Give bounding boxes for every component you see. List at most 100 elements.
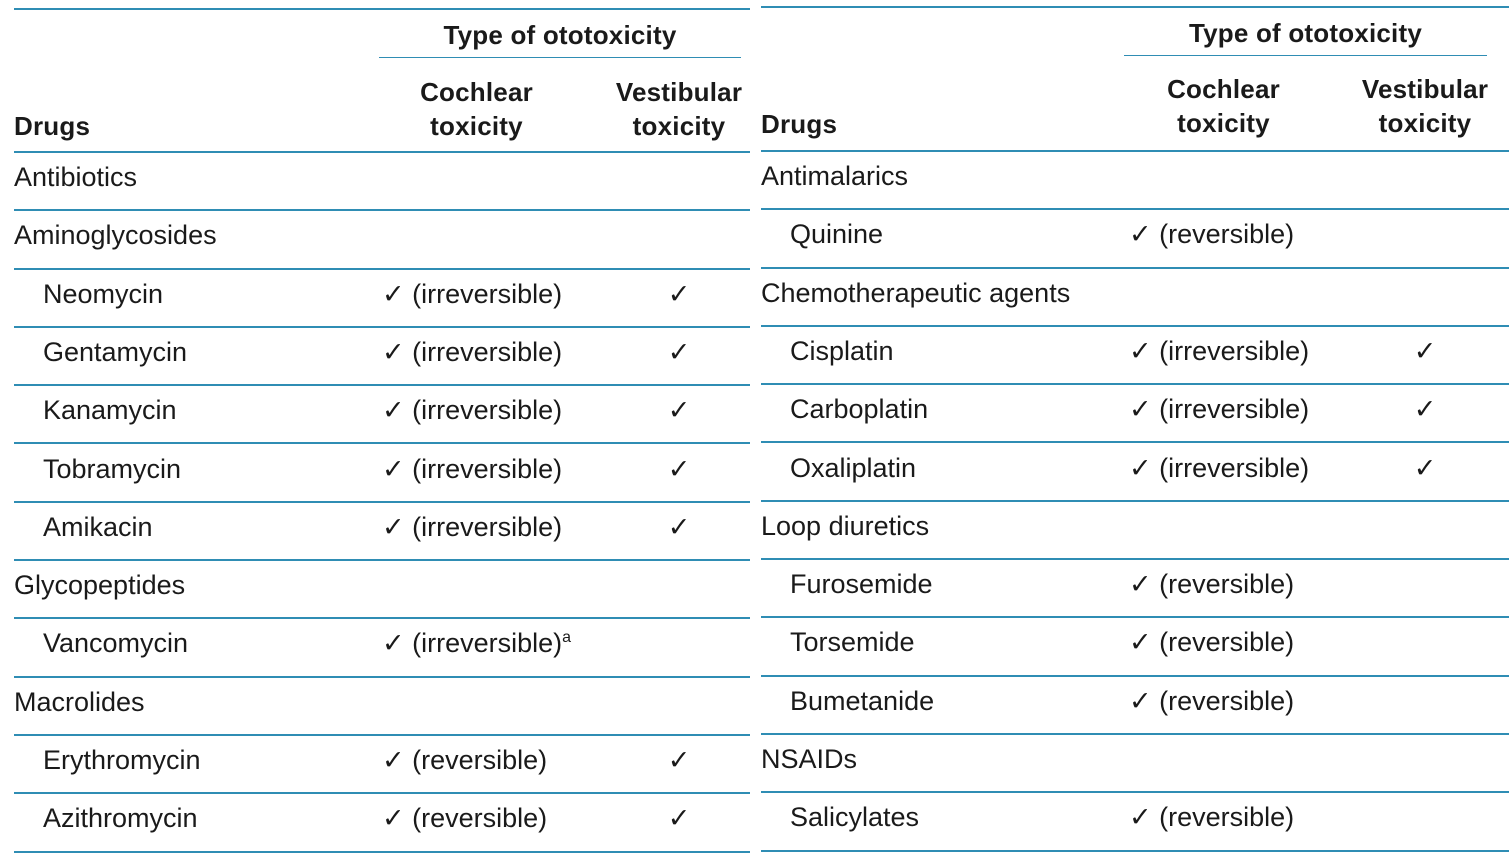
row-divider [761,208,1509,211]
cochlear-value: ✓ (irreversible) [382,511,563,542]
drugs-header: Drugs [14,111,91,141]
drug-name: Quinine [790,219,884,250]
cochlear-value: ✓ (reversible) [1129,685,1295,716]
drug-category: Macrolides [14,686,145,717]
row-divider [761,674,1509,677]
top-rule [14,8,750,10]
row-divider [14,267,750,270]
vestibular-toxicity-cell: ✓ [667,336,691,367]
cochlear-value: ✓ (irreversible) [382,278,563,309]
drug-category: Chemotherapeutic agents [761,277,1071,308]
vestibular-toxicity-cell: ✓ [667,278,691,309]
drug-name: Gentamycin [43,336,188,367]
table-row: Erythromycin ✓ (reversible) ✓ [14,735,750,795]
cochlear-value: ✓ (irreversible) [382,628,563,659]
vestibular-toxicity-header: Vestibular toxicity [1361,74,1489,138]
group-header-rule [379,57,741,58]
table-row: Antimalarics [761,151,1509,211]
table-row: Quinine ✓ (reversible) [761,209,1509,269]
table-row: NSAIDs [761,734,1509,794]
table-row: Torsemide ✓ (reversible) [761,617,1509,677]
footnote-marker: a [562,629,572,647]
cochlear-value: ✓ (reversible) [382,803,548,834]
type-of-ototoxicity-header: Type of ototoxicity [443,20,677,50]
row-divider [14,850,750,853]
row-divider [761,616,1509,619]
drug-category: Loop diuretics [761,510,930,541]
table-row: Carboplatin ✓ (irreversible) ✓ [761,384,1509,444]
vestibular-toxicity-cell [1355,734,1495,792]
cochlear-value: ✓ (reversible) [1129,802,1295,833]
row-divider [14,442,750,445]
row-divider [761,266,1509,269]
drug-name: Amikacin [43,511,153,542]
vestibular-toxicity-cell [609,560,749,618]
row-divider [14,500,750,503]
row-divider [761,732,1509,735]
cochlear-toxicity-cell: ✓ (irreversible)a [382,618,571,676]
table-row: Neomycin ✓ (irreversible) ✓ [14,269,750,328]
row-divider [761,383,1509,386]
cochlear-toxicity-cell: ✓ (irreversible) [382,502,562,560]
vestibular-toxicity-cell: ✓ [667,803,691,834]
cochlear-toxicity-cell: ✓ (reversible) [382,735,547,793]
vestibular-toxicity-cell [1355,268,1495,326]
drug-name: Cisplatin [790,335,894,366]
drug-category: Aminoglycosides [14,220,217,251]
table-row: Antibiotics [14,152,750,212]
table-row: Tobramycin ✓ (irreversible) ✓ [14,444,750,503]
table-row: Oxaliplatin ✓ (irreversible) ✓ [761,443,1509,502]
table-row: Vancomycin ✓ (irreversible)a [14,618,750,678]
vestibular-toxicity-cell: ✓ [667,395,691,426]
drug-name: Torsemide [790,627,915,658]
cochlear-value: ✓ (irreversible) [382,395,563,426]
table-row: Loop diuretics [761,501,1509,561]
row-divider [761,441,1509,444]
table-row: Amikacin ✓ (irreversible) ✓ [14,502,750,562]
cochlear-toxicity-cell: ✓ (reversible) [1129,209,1294,267]
top-rule [761,6,1509,8]
cochlear-toxicity-cell: ✓ (irreversible) [382,269,562,327]
drug-name: Erythromycin [43,745,201,775]
cochlear-toxicity-header: Cochlear toxicity [420,77,533,141]
drug-name: Neomycin [43,278,164,309]
table-row: Chemotherapeutic agents [761,268,1509,327]
table-row: Aminoglycosides [14,210,750,270]
table-row: Salicylates ✓ (reversible) [761,792,1509,852]
table-row: Kanamycin ✓ (irreversible) ✓ [14,385,750,445]
table-row: Furosemide ✓ (reversible) [761,559,1509,619]
vestibular-toxicity-cell: ✓ [1413,335,1437,366]
drug-category: NSAIDs [761,744,858,774]
row-divider [761,558,1509,561]
vestibular-toxicity-cell [1355,617,1495,675]
cochlear-toxicity-cell: ✓ (reversible) [382,793,547,851]
drug-name: Furosemide [790,569,933,600]
table-row: Macrolides [14,677,750,736]
row-divider [761,324,1509,327]
drug-name: Tobramycin [43,453,182,484]
drug-name: Vancomycin [43,628,189,659]
row-divider [761,791,1509,794]
cochlear-toxicity-cell: ✓ (irreversible) [1129,443,1309,501]
row-divider [761,499,1509,502]
type-of-ototoxicity-header: Type of ototoxicity [1189,18,1422,48]
cochlear-value: ✓ (reversible) [1129,569,1295,600]
row-divider [14,325,750,328]
vestibular-toxicity-cell [1355,501,1495,559]
cochlear-value: ✓ (irreversible) [1129,335,1310,366]
vestibular-toxicity-cell [609,152,749,210]
drug-name: Salicylates [790,802,920,833]
row-divider [14,733,750,736]
cochlear-toxicity-cell: ✓ (irreversible) [1129,384,1309,442]
row-divider [14,384,750,387]
header-bottom-rule [14,151,750,153]
vestibular-toxicity-header: Vestibular toxicity [615,77,743,141]
drug-category: Antibiotics [14,162,138,192]
row-divider [14,209,750,212]
vestibular-toxicity-cell: ✓ [667,511,691,542]
cochlear-value: ✓ (reversible) [1129,627,1295,658]
table-row: Cisplatin ✓ (irreversible) ✓ [761,326,1509,386]
vestibular-toxicity-cell [1355,151,1495,209]
table-row: Azithromycin ✓ (reversible) ✓ [14,793,750,853]
cochlear-value: ✓ (reversible) [382,745,548,775]
